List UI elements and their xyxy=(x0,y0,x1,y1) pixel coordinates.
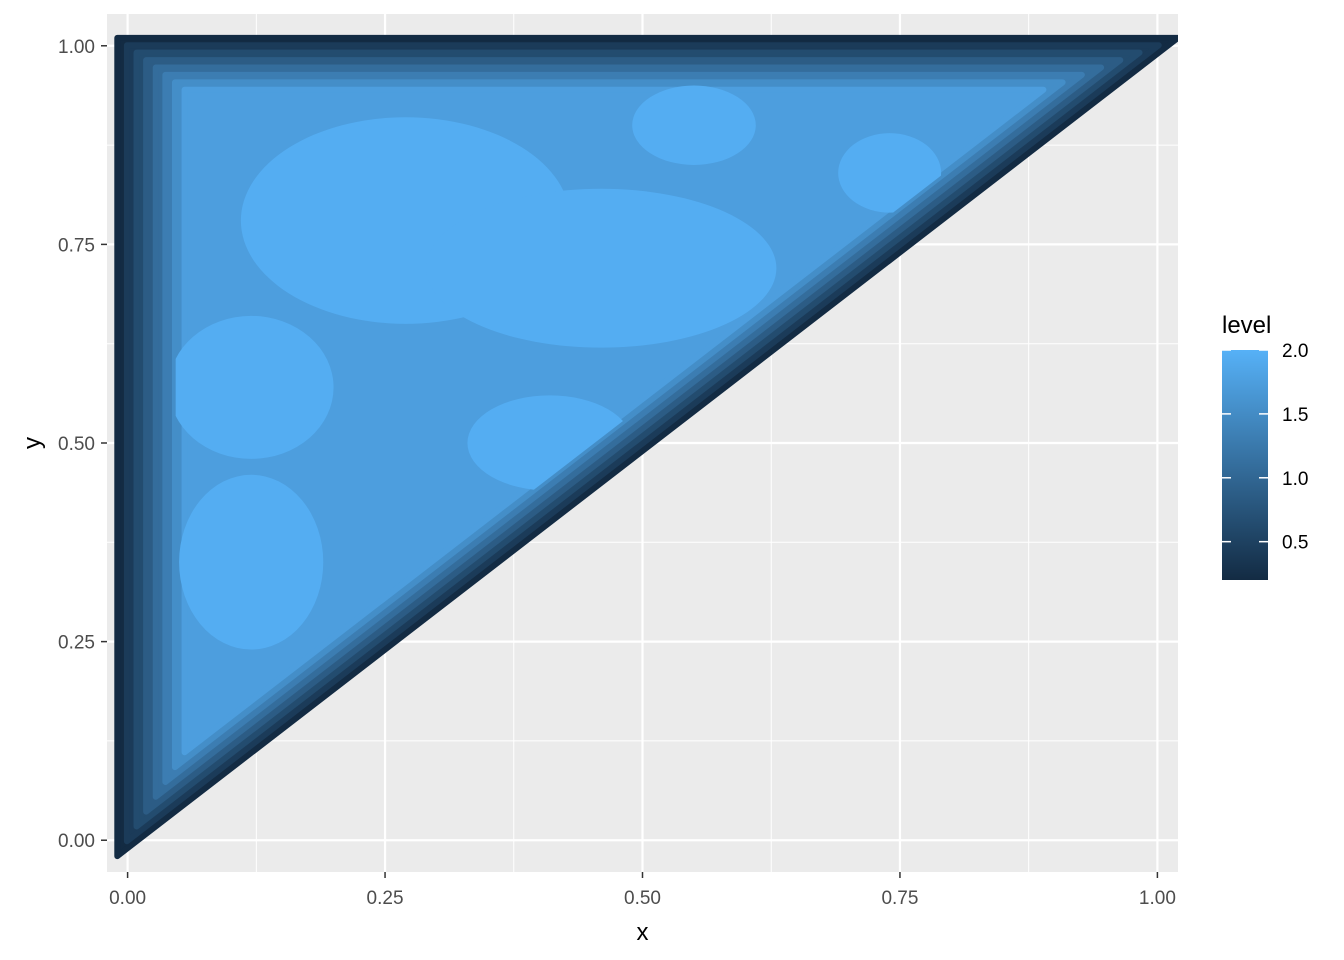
y-tick-label: 0.50 xyxy=(58,434,95,455)
x-axis-ticks: 0.00 0.25 0.50 0.75 1.00 xyxy=(109,872,1176,909)
y-tick-label: 1.00 xyxy=(58,37,95,58)
x-tick-label: 0.00 xyxy=(109,888,146,909)
high-density-blob xyxy=(632,85,756,165)
x-tick-label: 0.50 xyxy=(624,888,661,909)
high-density-blob xyxy=(426,188,777,348)
density-contours xyxy=(114,34,1178,860)
legend-tick-label: 2.0 xyxy=(1282,341,1308,362)
y-tick-label: 0.00 xyxy=(58,831,95,852)
legend-ticks: 0.5 1.0 1.5 2.0 xyxy=(1222,341,1308,554)
legend-tick-label: 1.0 xyxy=(1282,469,1308,490)
y-axis-ticks: 0.00 0.25 0.50 0.75 1.00 xyxy=(58,37,107,852)
legend-tick-label: 0.5 xyxy=(1282,533,1308,554)
y-tick-label: 0.25 xyxy=(58,633,95,654)
high-density-regions xyxy=(175,85,942,650)
x-axis-title: x xyxy=(637,919,649,946)
y-tick-label: 0.75 xyxy=(58,235,95,256)
high-density-blob xyxy=(175,315,334,459)
legend-title: level xyxy=(1222,312,1271,339)
x-tick-label: 0.75 xyxy=(881,888,918,909)
legend-tick-label: 1.5 xyxy=(1282,405,1308,426)
y-axis-title: y xyxy=(19,437,46,449)
legend-colorbar xyxy=(1222,350,1268,580)
x-tick-label: 1.00 xyxy=(1139,888,1176,909)
x-tick-label: 0.25 xyxy=(367,888,404,909)
high-density-blob xyxy=(179,474,324,650)
legend: level 0.5 1.0 1.5 2.0 xyxy=(1222,312,1308,580)
high-density-blob xyxy=(838,133,942,213)
